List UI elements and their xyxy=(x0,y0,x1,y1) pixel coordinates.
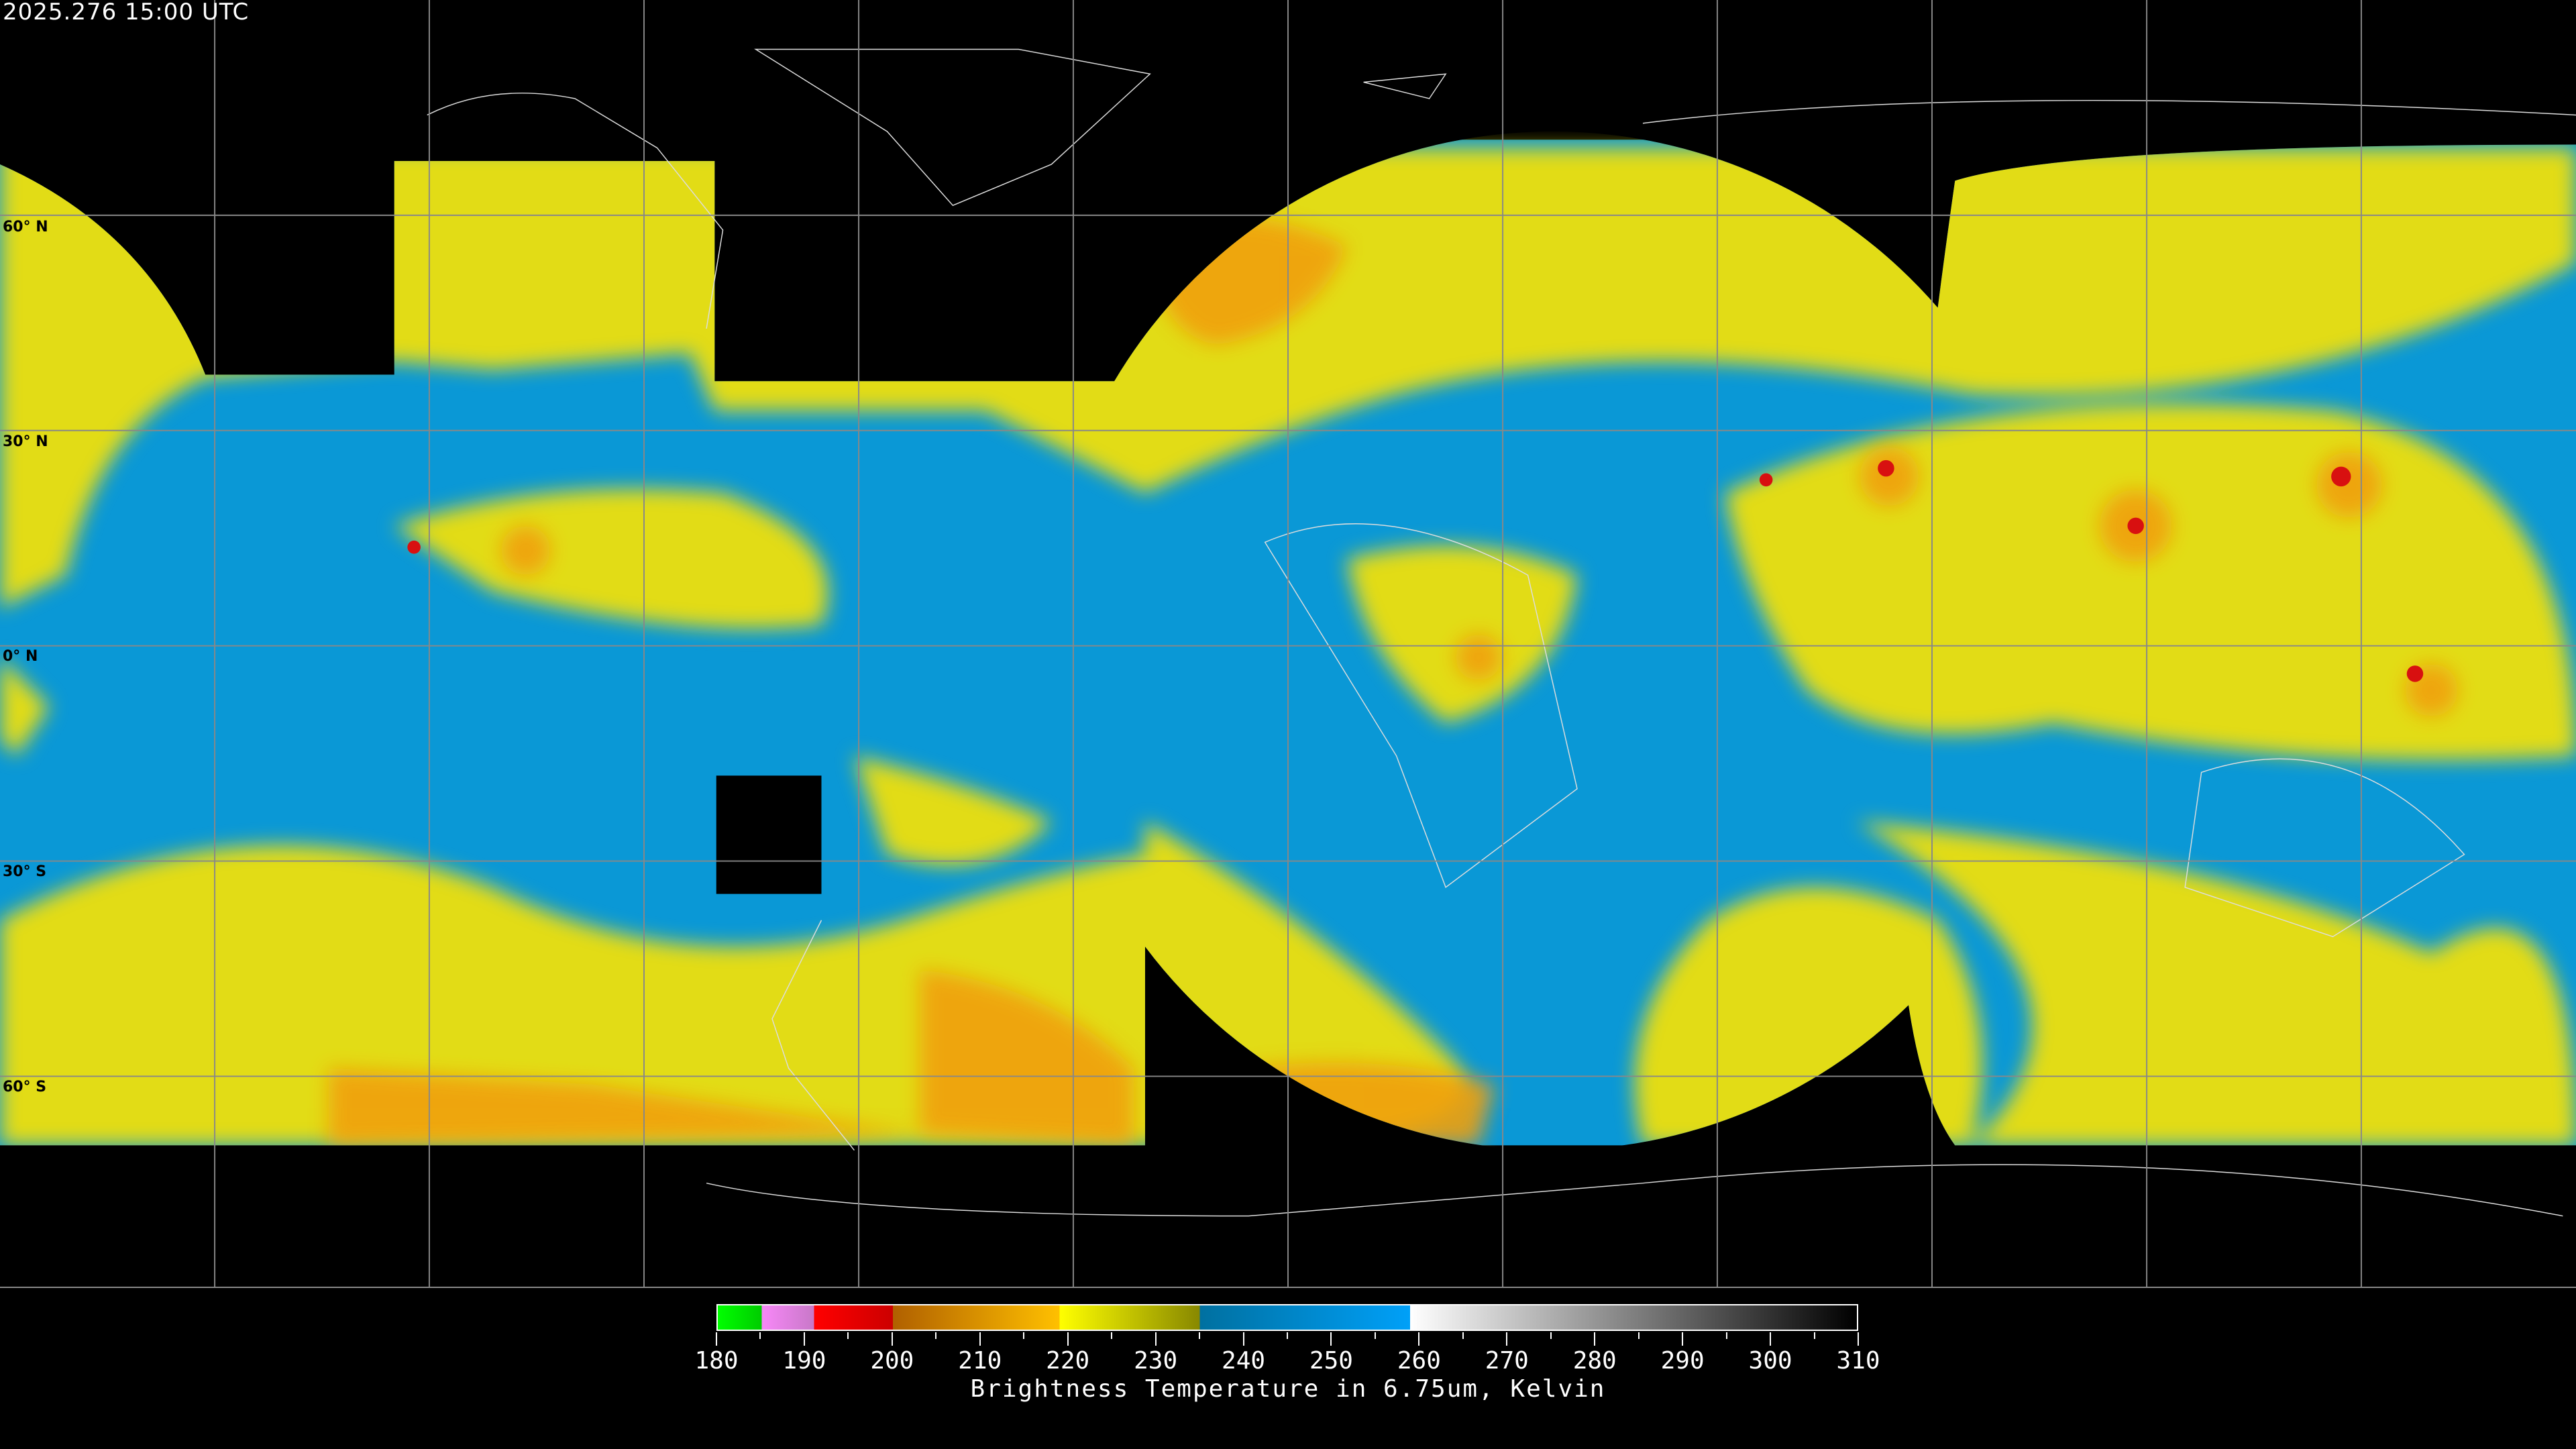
colorbar-title: Brightness Temperature in 6.75um, Kelvin xyxy=(970,1375,1606,1403)
colorbar xyxy=(716,1304,1858,1331)
colorbar-tick xyxy=(759,1332,761,1339)
colorbar-tick xyxy=(1111,1332,1113,1339)
colorbar-tick-label: 240 xyxy=(1222,1347,1266,1375)
colorbar-tick xyxy=(716,1332,717,1346)
graticule xyxy=(0,0,2576,1287)
colorbar-tick-label: 250 xyxy=(1309,1347,1353,1375)
colorbar-tick xyxy=(1418,1332,1420,1346)
colorbar-tick xyxy=(1374,1332,1376,1339)
colorbar-tick xyxy=(979,1332,981,1346)
satellite-map: 2025.276 15:00 UTC 60° N 30° N 0° N 30° … xyxy=(0,0,2576,1288)
colorbar-tick xyxy=(847,1332,849,1339)
colorbar-tick-label: 270 xyxy=(1485,1347,1529,1375)
water-vapor-imagery xyxy=(0,0,2576,1287)
lat-label-0n: 0° N xyxy=(3,648,38,665)
colorbar-tick xyxy=(1242,1332,1244,1346)
colorbar-tick xyxy=(1330,1332,1332,1346)
colorbar-tick xyxy=(1550,1332,1552,1339)
colorbar-tick-label: 310 xyxy=(1836,1347,1880,1375)
colorbar-tick-label: 180 xyxy=(694,1347,739,1375)
colorbar-tick xyxy=(1199,1332,1201,1339)
colorbar-tick xyxy=(1813,1332,1815,1339)
colorbar-tick xyxy=(1462,1332,1464,1339)
colorbar-tick-label: 280 xyxy=(1572,1347,1617,1375)
timestamp: 2025.276 15:00 UTC xyxy=(3,0,250,25)
colorbar-tick xyxy=(1638,1332,1640,1339)
colorbar-tick xyxy=(1682,1332,1684,1346)
colorbar-tick-label: 260 xyxy=(1397,1347,1441,1375)
colorbar-tick xyxy=(935,1332,937,1339)
colorbar-tick-label: 290 xyxy=(1660,1347,1705,1375)
colorbar-tick-label: 190 xyxy=(782,1347,826,1375)
colorbar-tick xyxy=(1506,1332,1508,1346)
lat-label-30s: 30° S xyxy=(3,863,47,880)
colorbar-tick-label: 300 xyxy=(1748,1347,1792,1375)
colorbar-tick xyxy=(803,1332,805,1346)
colorbar-tick xyxy=(1594,1332,1596,1346)
colorbar-tick-label: 230 xyxy=(1134,1347,1178,1375)
lat-label-30n: 30° N xyxy=(3,433,48,450)
colorbar-tick xyxy=(1858,1332,1859,1346)
colorbar-tick-label: 210 xyxy=(958,1347,1002,1375)
lat-label-60n: 60° N xyxy=(3,219,48,235)
colorbar-tick xyxy=(1023,1332,1025,1339)
colorbar-tick-label: 200 xyxy=(870,1347,914,1375)
colorbar-tick xyxy=(1725,1332,1727,1339)
colorbar-tick xyxy=(1770,1332,1772,1346)
lat-label-60s: 60° S xyxy=(3,1079,47,1095)
colorbar-tick xyxy=(1067,1332,1069,1346)
colorbar-tick xyxy=(891,1332,893,1346)
colorbar-ticks: 180 190 200 210 220 230 240 250 260 270 280 290 300 3… xyxy=(694,1332,1880,1375)
colorbar-tick xyxy=(1155,1332,1157,1346)
colorbar-tick xyxy=(1287,1332,1288,1339)
colorbar-tick-label: 220 xyxy=(1046,1347,1090,1375)
